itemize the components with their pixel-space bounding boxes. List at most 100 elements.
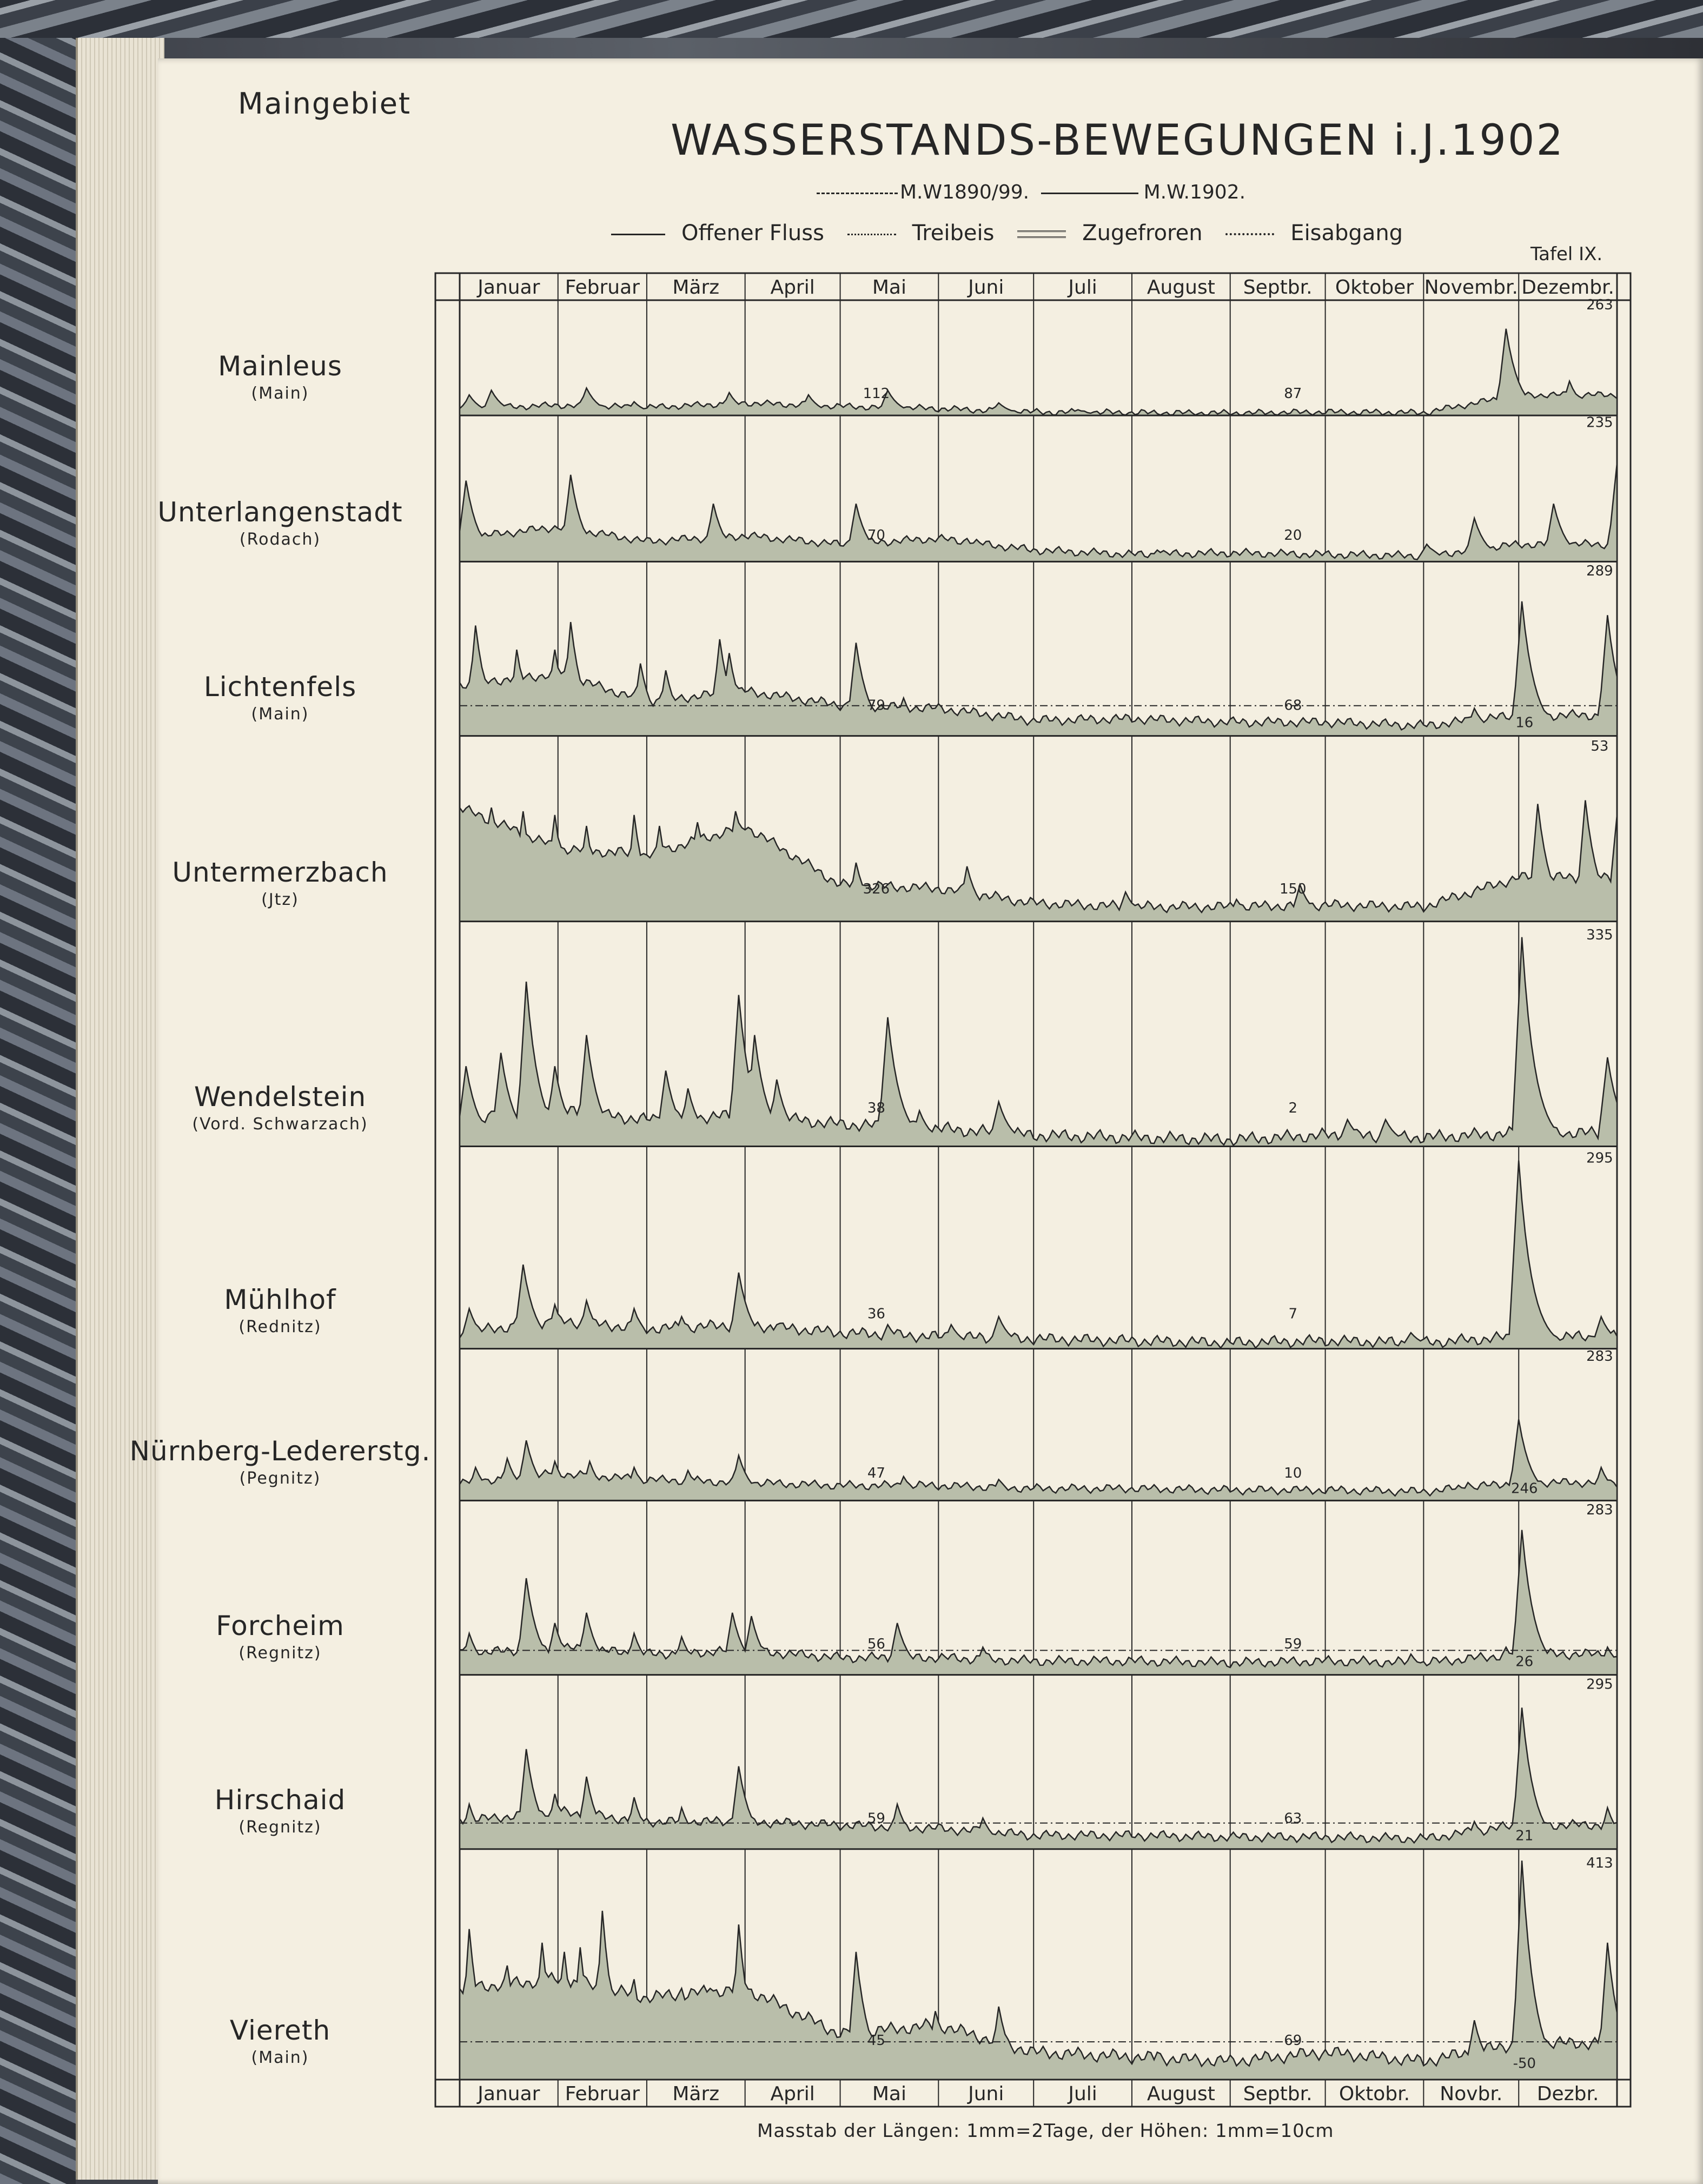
legend-open-label: Offener Fluss bbox=[681, 221, 824, 246]
station-name: Nürnberg-Ledererstg. bbox=[129, 1435, 431, 1467]
month-label-bottom: Juli bbox=[1067, 2083, 1097, 2105]
month-label-bottom: Februar bbox=[565, 2083, 640, 2105]
value-label: 289 bbox=[1586, 563, 1613, 579]
value-label: 59 bbox=[867, 1810, 885, 1826]
value-label: 70 bbox=[867, 527, 885, 544]
value-label: 413 bbox=[1586, 1855, 1613, 1871]
water-level-area-2 bbox=[459, 601, 1618, 737]
legend-breakup-line bbox=[1225, 233, 1275, 235]
marbled-top bbox=[0, 0, 1703, 38]
value-label: 56 bbox=[867, 1636, 885, 1652]
value-label: 150 bbox=[1280, 881, 1307, 897]
month-label-bottom: Mai bbox=[872, 2083, 906, 2105]
value-label: 68 bbox=[1284, 697, 1302, 713]
month-label-top: April bbox=[770, 276, 814, 299]
region-label: Maingebiet bbox=[238, 87, 412, 121]
value-label: 36 bbox=[867, 1306, 885, 1322]
month-label-top: Mai bbox=[872, 276, 906, 299]
water-level-area-0 bbox=[459, 328, 1618, 416]
value-label: 326 bbox=[863, 881, 890, 897]
month-label-top: Dezembr. bbox=[1521, 276, 1614, 299]
scale-note: Masstab der Längen: 1mm=2Tage, der Höhen… bbox=[757, 2120, 1334, 2142]
value-label: -50 bbox=[1513, 2056, 1536, 2072]
station-name: Mühlhof bbox=[224, 1283, 336, 1315]
station-river: (Vord. Schwarzach) bbox=[192, 1115, 368, 1134]
value-label: 45 bbox=[867, 2033, 885, 2049]
water-level-area-9 bbox=[459, 1861, 1618, 2081]
water-level-area-1 bbox=[459, 463, 1618, 562]
month-label-bottom: Dezbr. bbox=[1537, 2083, 1599, 2105]
legend-year-label: M.W.1902. bbox=[1143, 181, 1246, 203]
value-label: 47 bbox=[867, 1465, 885, 1481]
value-label: 16 bbox=[1515, 714, 1533, 731]
station-river: (Main) bbox=[251, 2048, 309, 2067]
water-level-area-5 bbox=[459, 1160, 1618, 1349]
month-label-bottom: April bbox=[770, 2083, 814, 2105]
chart-frame bbox=[434, 272, 1632, 2108]
station-river: (Main) bbox=[251, 384, 309, 403]
value-label: 59 bbox=[1284, 1636, 1302, 1652]
month-label-top: Februar bbox=[565, 276, 640, 299]
station-river: (Regnitz) bbox=[238, 1643, 322, 1663]
legend-mean-label: M.W1890/99. bbox=[900, 181, 1030, 203]
station-name: Mainleus bbox=[218, 350, 342, 382]
value-label: 2 bbox=[1289, 1100, 1298, 1116]
value-label: 235 bbox=[1586, 415, 1613, 431]
station-river: (Main) bbox=[251, 704, 309, 724]
station-name: Forcheim bbox=[216, 1610, 344, 1642]
month-label-bottom: März bbox=[672, 2083, 719, 2105]
month-label-bottom: Januar bbox=[476, 2083, 540, 2105]
value-label: 21 bbox=[1515, 1828, 1533, 1844]
value-label: 53 bbox=[1591, 738, 1608, 755]
legend-frozen-line bbox=[1017, 230, 1066, 238]
month-label-top: Juni bbox=[967, 276, 1004, 299]
legend-drift-line bbox=[847, 233, 896, 235]
legend-drift-label: Treibeis bbox=[912, 221, 995, 246]
legend-solid-line bbox=[1041, 192, 1138, 194]
station-name: Wendelstein bbox=[194, 1081, 367, 1113]
page-edges bbox=[76, 38, 164, 2180]
water-level-area-6 bbox=[459, 1419, 1618, 1501]
water-level-area-3 bbox=[459, 800, 1618, 922]
legend-frozen-label: Zugefroren bbox=[1082, 221, 1203, 246]
month-label-bottom: Juni bbox=[967, 2083, 1004, 2105]
month-label-top: Septbr. bbox=[1243, 276, 1313, 299]
value-label: 263 bbox=[1586, 297, 1613, 313]
legend-mean-years: M.W1890/99. M.W.1902. bbox=[817, 181, 1245, 203]
station-river: (Rednitz) bbox=[238, 1317, 322, 1336]
station-name: Untermerzbach bbox=[172, 856, 388, 888]
value-label: 246 bbox=[1511, 1480, 1538, 1497]
month-label-top: März bbox=[672, 276, 719, 299]
value-label: 112 bbox=[863, 386, 890, 402]
month-label-top: August bbox=[1147, 276, 1215, 299]
value-label: 87 bbox=[1284, 386, 1302, 402]
value-label: 69 bbox=[1284, 2033, 1302, 2049]
value-label: 335 bbox=[1586, 927, 1613, 943]
station-name: Viereth bbox=[229, 2015, 331, 2046]
station-river: (Rodach) bbox=[239, 530, 321, 550]
value-label: 38 bbox=[867, 1100, 885, 1116]
value-label: 295 bbox=[1586, 1676, 1613, 1692]
station-name: Lichtenfels bbox=[203, 671, 357, 703]
legend-dashed-line bbox=[817, 192, 898, 194]
value-label: 283 bbox=[1586, 1502, 1613, 1518]
month-label-bottom: Novbr. bbox=[1440, 2083, 1502, 2105]
legend-breakup-label: Eisabgang bbox=[1290, 221, 1403, 246]
value-label: 295 bbox=[1586, 1150, 1613, 1166]
month-label-top: Oktober bbox=[1335, 276, 1414, 299]
water-level-area-8 bbox=[459, 1708, 1618, 1850]
value-label: 283 bbox=[1586, 1348, 1613, 1365]
value-label: 10 bbox=[1284, 1465, 1302, 1481]
value-label: 63 bbox=[1284, 1810, 1302, 1826]
month-label-top: Novembr. bbox=[1424, 276, 1518, 299]
water-level-area-4 bbox=[459, 937, 1618, 1147]
value-label: 79 bbox=[867, 697, 885, 713]
legend-ice-states: Offener Fluss Treibeis Zugefroren Eisabg… bbox=[611, 221, 1403, 246]
page-title: WASSERSTANDS-BEWEGUNGEN i.J.1902 bbox=[671, 116, 1565, 165]
water-level-area-7 bbox=[459, 1530, 1618, 1676]
station-river: (Jtz) bbox=[261, 890, 299, 909]
station-river: (Regnitz) bbox=[238, 1817, 322, 1837]
station-name: Hirschaid bbox=[214, 1784, 346, 1816]
